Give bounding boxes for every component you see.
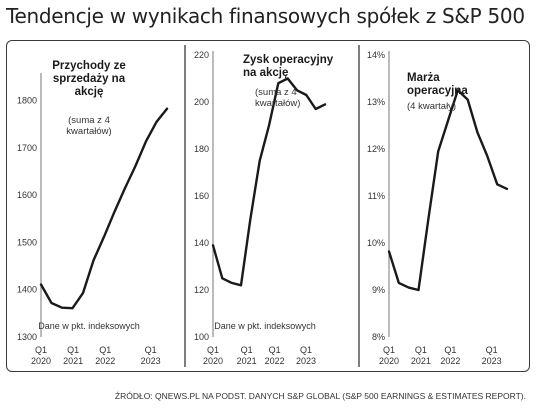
- x-tick-label-year: 2022: [265, 356, 285, 366]
- panel-subtitle-line: kwartałów): [66, 126, 111, 137]
- y-tick-label: 1700: [17, 143, 37, 153]
- y-tick-label: 12%: [367, 144, 385, 154]
- x-tick-label-year: 2020: [31, 356, 51, 366]
- panel-footnote: Dane w pkt. indeksowych: [214, 321, 316, 331]
- x-tick-label-quarter: Q1: [269, 345, 281, 355]
- y-tick-label: 160: [194, 191, 209, 201]
- x-tick-label-quarter: Q1: [444, 345, 456, 355]
- chart-panel-2: 100120140160180200220Q12020Q12021Q12022Q…: [194, 50, 334, 366]
- x-tick-label-quarter: Q1: [486, 345, 498, 355]
- y-tick-label: 120: [194, 285, 209, 295]
- panel-title-line: sprzedaży na: [53, 73, 126, 85]
- x-tick-label-quarter: Q1: [300, 345, 312, 355]
- panel-subtitle-line: (suma z 4: [68, 115, 110, 126]
- x-tick-label-quarter: Q1: [241, 345, 253, 355]
- x-tick-label-quarter: Q1: [207, 345, 219, 355]
- y-tick-label: 1400: [17, 285, 37, 295]
- x-tick-label-year: 2022: [95, 356, 115, 366]
- y-tick-label: 1300: [17, 332, 37, 342]
- charts-svg: 130014001500160017001800Q12020Q12021Q120…: [17, 45, 509, 367]
- x-tick-label-year: 2022: [440, 356, 460, 366]
- panel-subtitle-line: (4 kwartały): [407, 101, 456, 112]
- x-tick-label-year: 2023: [296, 356, 316, 366]
- y-tick-label: 200: [194, 97, 209, 107]
- panel-subtitle-line: kwartałów): [255, 98, 300, 109]
- panel-title-line: Zysk operacyjny: [243, 54, 334, 66]
- chart-panel-1: 130014001500160017001800Q12020Q12021Q120…: [17, 60, 169, 366]
- x-tick-label-year: 2021: [237, 356, 257, 366]
- x-tick-label-year: 2021: [63, 356, 83, 366]
- x-tick-label-quarter: Q1: [145, 345, 157, 355]
- y-tick-label: 140: [194, 238, 209, 248]
- x-tick-label-quarter: Q1: [383, 345, 395, 355]
- series-line: [387, 89, 509, 292]
- charts-frame: 1300 1400 1500 1600 1700 1800 Q1 2020 Q1 2021 Q1 20…: [6, 40, 530, 372]
- y-tick-label: 1500: [17, 237, 37, 247]
- x-tick-label-year: 2021: [411, 356, 431, 366]
- y-tick-label: 11%: [368, 191, 385, 201]
- y-tick-label: 100: [194, 332, 209, 342]
- x-tick-label-year: 2020: [203, 356, 223, 366]
- source-note: ŹRÓDŁO: QNEWS.PL NA PODST. DANYCH S&P GL…: [114, 391, 526, 401]
- y-tick-label: 9%: [372, 285, 385, 295]
- y-tick-label: 1600: [17, 190, 37, 200]
- y-tick-label: 14%: [367, 50, 385, 60]
- y-tick-label: 10%: [367, 238, 385, 248]
- y-tick-label: 220: [194, 50, 209, 60]
- panel-title-line: na akcję: [243, 67, 288, 79]
- panel-title-line: operacyjna: [407, 85, 468, 97]
- chart-panel-3: 8%9%10%11%12%13%14%Q12020Q12021Q12022Q12…: [367, 50, 509, 366]
- page-title: Tendencje w wynikach finansowych spółek …: [6, 4, 525, 28]
- series-line: [39, 107, 169, 310]
- y-tick-label: 1800: [17, 96, 37, 106]
- x-tick-label-quarter: Q1: [415, 345, 427, 355]
- x-tick-label-year: 2023: [482, 356, 502, 366]
- panel-footnote: Dane w pkt. indeksowych: [38, 321, 140, 331]
- x-tick-label-quarter: Q1: [67, 345, 79, 355]
- y-tick-label: 13%: [367, 97, 385, 107]
- series-line: [211, 77, 327, 287]
- y-tick-label: 180: [194, 144, 209, 154]
- panel-title-line: Marża: [407, 72, 440, 84]
- x-tick-label-quarter: Q1: [35, 345, 47, 355]
- panel-title-line: Przychody ze: [52, 60, 126, 72]
- x-tick-label-year: 2020: [379, 356, 399, 366]
- x-tick-label-quarter: Q1: [99, 345, 111, 355]
- y-tick-label: 8%: [372, 332, 385, 342]
- panel-subtitle-line: (suma z 4: [255, 87, 297, 98]
- panel-title-line: akcję: [75, 86, 104, 98]
- x-tick-label-year: 2023: [141, 356, 161, 366]
